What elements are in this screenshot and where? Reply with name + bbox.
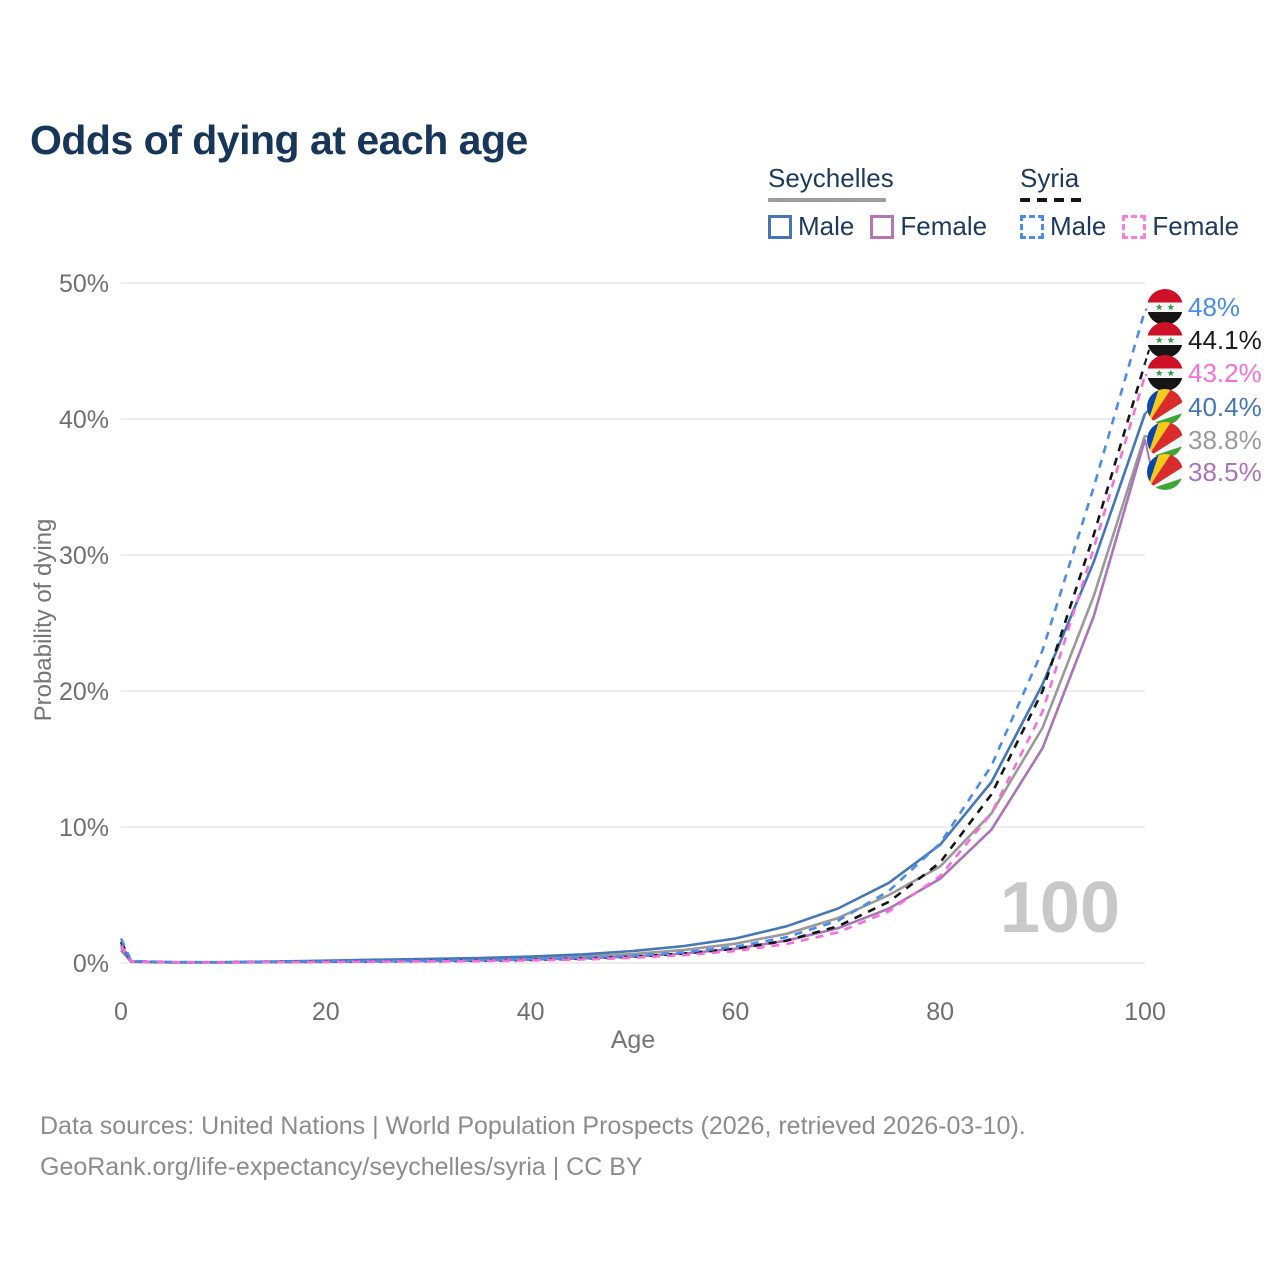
y-tick-20%: 20%: [59, 678, 109, 706]
legend-item-label: Female: [1152, 211, 1240, 241]
y-tick-0%: 0%: [73, 950, 109, 978]
legend-row-seychelles: Male Female: [768, 211, 1003, 242]
end-value-label: 38.5%: [1188, 456, 1262, 487]
y-tick-30%: 30%: [59, 542, 109, 570]
x-axis-title: Age: [610, 1026, 656, 1054]
x-tick-100: 100: [1124, 998, 1166, 1026]
syria-flag-icon: [1147, 355, 1183, 391]
legend-underline-syria: [1020, 198, 1084, 202]
age-counter-watermark: 100: [999, 868, 1120, 948]
end-value-label: 44.1%: [1188, 324, 1262, 355]
end-label-seychelles-total: 38.8%: [1147, 422, 1262, 458]
seychelles-flag-icon: [1147, 389, 1183, 425]
x-tick-40: 40: [517, 998, 545, 1026]
legend-country-seychelles: Seychelles: [768, 163, 894, 193]
end-label-syria-male: 48%: [1147, 289, 1240, 325]
legend-row-syria: Male Female: [1020, 211, 1255, 242]
checkbox-swatch-icon: [1020, 214, 1044, 239]
end-label-syria-female: 43.2%: [1147, 355, 1262, 391]
end-value-label: 43.2%: [1188, 357, 1262, 388]
checkbox-swatch-icon: [1122, 214, 1147, 239]
legend-item-seychelles-male[interactable]: Male: [768, 211, 854, 242]
end-value-label: 48%: [1188, 291, 1241, 322]
footer: Data sources: United Nations | World Pop…: [40, 1106, 1026, 1188]
legend-country-syria: Syria: [1020, 163, 1080, 193]
syria-flag-icon: [1147, 355, 1183, 391]
line-syria-female: [119, 375, 1147, 964]
end-value-label: 40.4%: [1188, 391, 1262, 422]
seychelles-flag-icon: [1147, 422, 1183, 458]
legend-group-syria: Syria Male Female: [1020, 163, 1255, 242]
syria-flag-icon: [1147, 289, 1183, 325]
footer-attribution: GeoRank.org/life-expectancy/seychelles/s…: [40, 1153, 643, 1181]
legend-item-label: Female: [900, 211, 988, 241]
end-label-seychelles-female: 38.5%: [1147, 454, 1262, 490]
end-label-syria-total: 44.1%: [1147, 322, 1262, 358]
syria-flag-icon: [1147, 322, 1183, 358]
syria-flag-icon: [1147, 322, 1183, 358]
legend-item-label: Male: [1050, 211, 1107, 241]
checkbox-swatch-icon: [768, 214, 792, 239]
legend-item-label: Male: [798, 211, 855, 241]
checkbox-swatch-icon: [870, 214, 895, 239]
seychelles-flag-icon: [1147, 422, 1183, 458]
page-title: Odds of dying at each age: [30, 117, 528, 164]
y-tick-10%: 10%: [59, 814, 109, 842]
y-tick-40%: 40%: [59, 406, 109, 434]
end-value-label: 38.8%: [1188, 424, 1262, 455]
syria-flag-icon: [1147, 289, 1183, 325]
seychelles-flag-icon: [1147, 389, 1183, 425]
legend-group-seychelles: Seychelles Male Female: [768, 163, 1003, 242]
footer-data-sources: Data sources: United Nations | World Pop…: [40, 1112, 1026, 1140]
x-tick-60: 60: [721, 998, 749, 1026]
legend-item-syria-female[interactable]: Female: [1122, 211, 1239, 242]
x-tick-20: 20: [312, 998, 340, 1026]
y-tick-50%: 50%: [59, 270, 109, 298]
x-tick-0: 0: [114, 998, 128, 1026]
end-label-seychelles-male: 40.4%: [1147, 389, 1262, 425]
seychelles-flag-icon: [1147, 454, 1183, 490]
legend-item-seychelles-female[interactable]: Female: [870, 211, 987, 242]
legend-item-syria-male[interactable]: Male: [1020, 211, 1106, 242]
legend-underline-seychelles: [768, 198, 886, 202]
seychelles-flag-icon: [1147, 454, 1183, 490]
x-tick-80: 80: [926, 998, 954, 1026]
